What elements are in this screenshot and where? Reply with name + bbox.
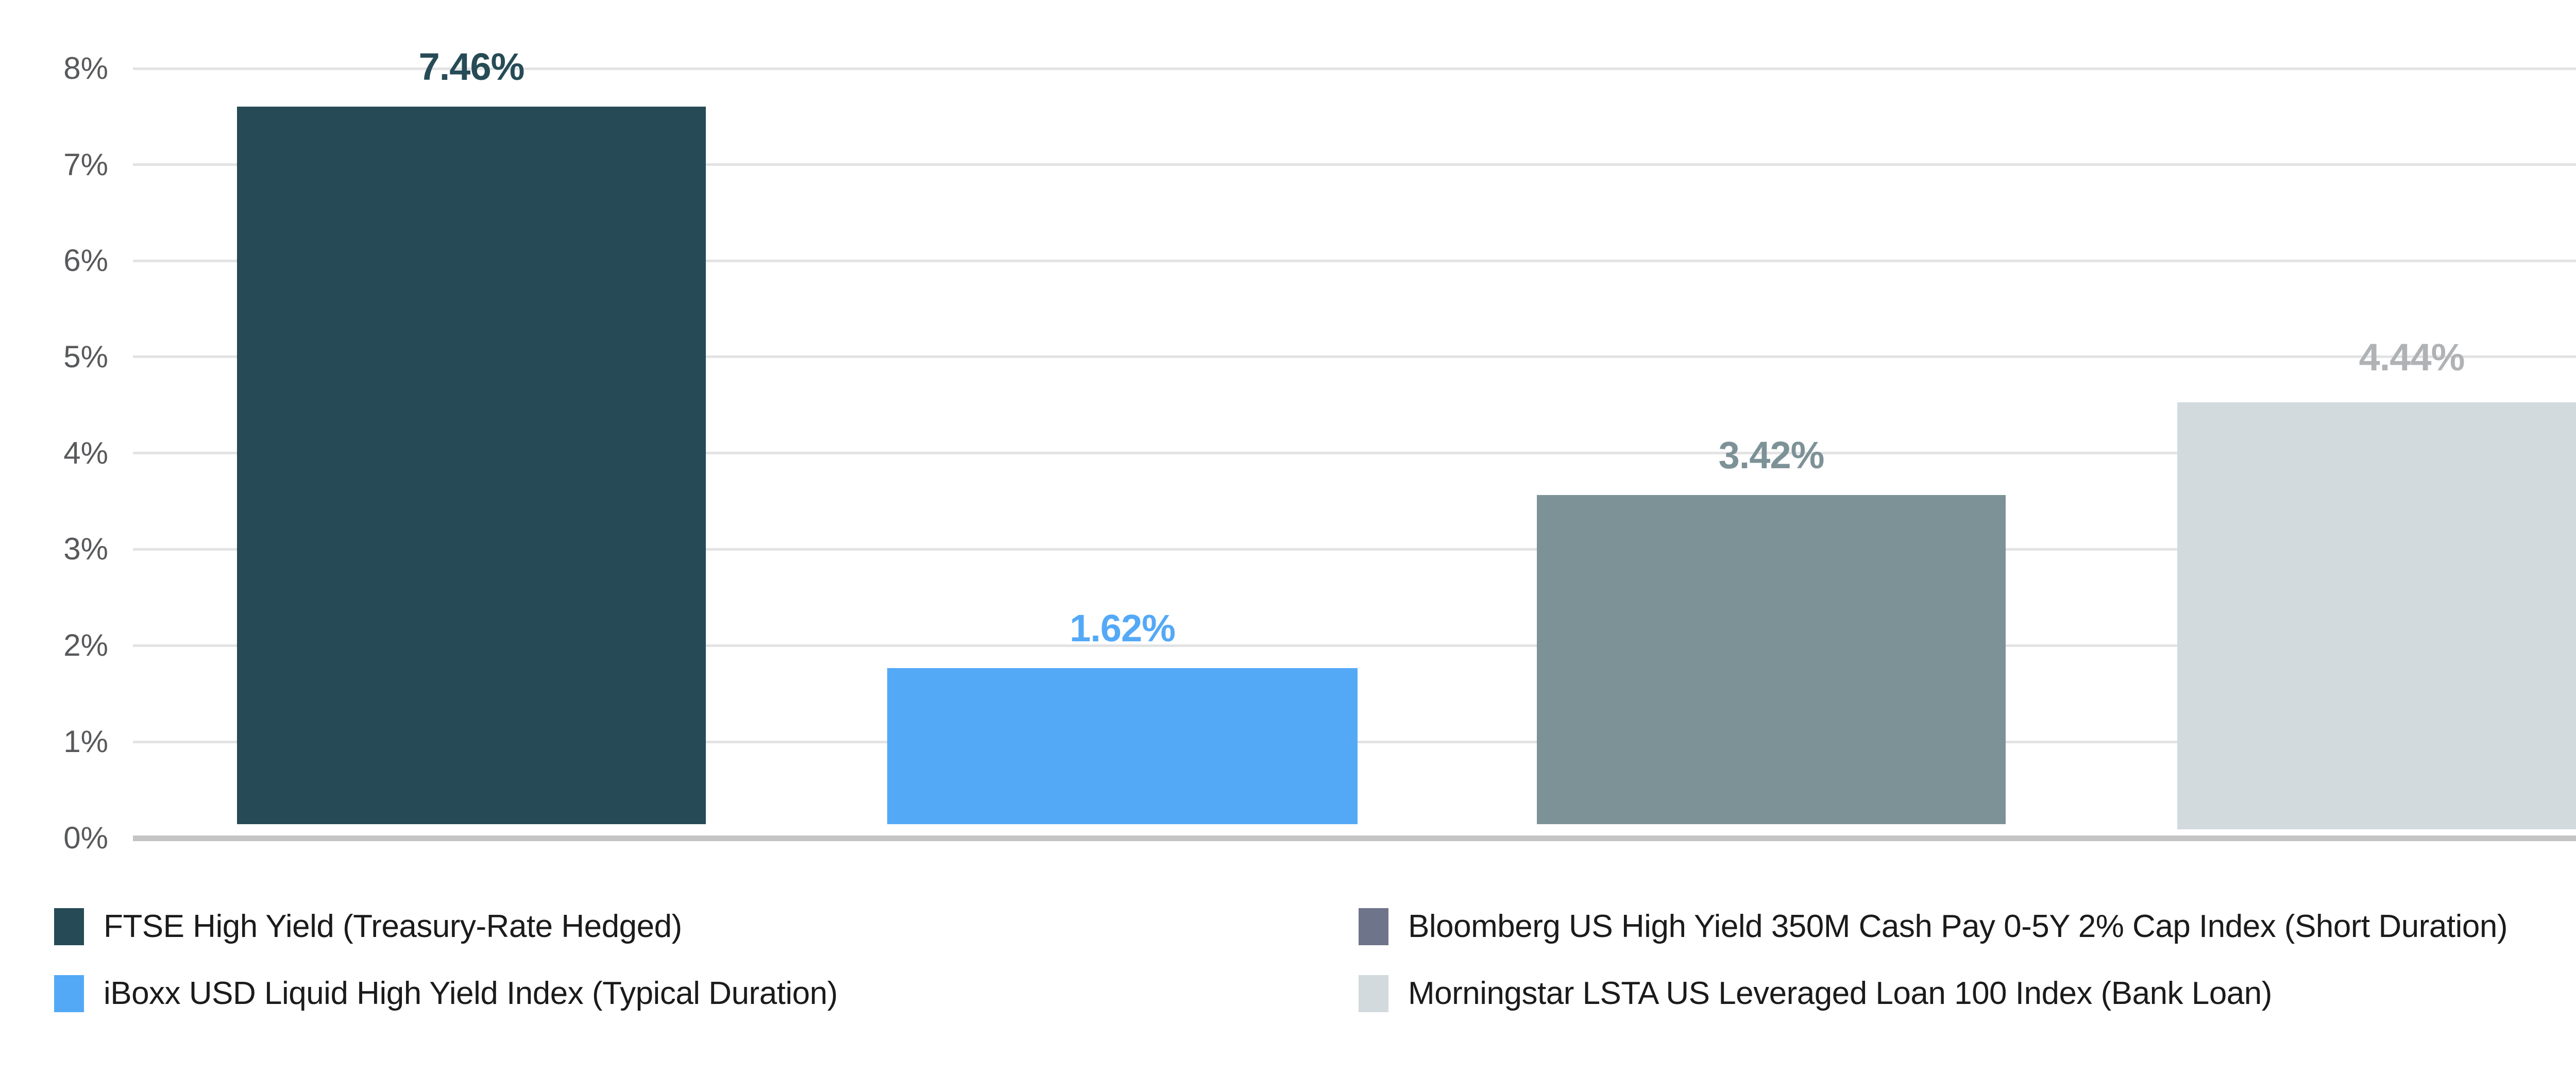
bar-rect-bloomberg-us-high-yield-350m: [1537, 495, 2006, 824]
bar-ftse-high-yield[interactable]: 7.46%: [237, 48, 706, 824]
legend-swatch-icon-bloomberg-us-high-yield-350m: [1359, 908, 1388, 945]
gridline-7: [133, 163, 2576, 166]
legend-swatch-icon-iboxx-usd-liquid-high-yield: [54, 975, 84, 1012]
gridline-3: [133, 548, 2576, 551]
y-tick-label-0: 0%: [63, 821, 108, 855]
bar-value-iboxx-usd-liquid-high-yield: 1.62%: [1070, 607, 1176, 650]
y-tick-label-2: 2%: [63, 628, 108, 662]
gridline-5: [133, 355, 2576, 358]
gridline-2: [133, 644, 2576, 647]
bar-value-morningstar-lsta-leveraged-loan-100: 4.44%: [2359, 336, 2465, 379]
bar-rect-morningstar-lsta-leveraged-loan-100: [2177, 402, 2576, 829]
legend-label-ftse-high-yield: FTSE High Yield (Treasury-Rate Hedged): [104, 909, 682, 944]
bar-rect-iboxx-usd-liquid-high-yield: [887, 668, 1358, 824]
legend-item-iboxx-usd-liquid-high-yield[interactable]: iBoxx USD Liquid High Yield Index (Typic…: [54, 975, 838, 1012]
legend-item-bloomberg-us-high-yield-350m[interactable]: Bloomberg US High Yield 350M Cash Pay 0-…: [1359, 908, 2507, 945]
gridline-4: [133, 452, 2576, 454]
y-tick-label-4: 4%: [63, 436, 108, 470]
bar-morningstar-lsta-leveraged-loan-100[interactable]: 4.44%: [2177, 338, 2576, 829]
bar-value-ftse-high-yield: 7.46%: [418, 45, 525, 88]
y-tick-label-1: 1%: [63, 724, 108, 759]
legend-label-morningstar-lsta-leveraged-loan-100: Morningstar LSTA US Leveraged Loan 100 I…: [1408, 976, 2272, 1011]
legend-label-bloomberg-us-high-yield-350m: Bloomberg US High Yield 350M Cash Pay 0-…: [1408, 909, 2507, 944]
legend-swatch-icon-morningstar-lsta-leveraged-loan-100: [1359, 975, 1388, 1012]
legend-label-iboxx-usd-liquid-high-yield: iBoxx USD Liquid High Yield Index (Typic…: [104, 976, 838, 1011]
bars-layer: 7.46% 1.62% 3.42% 4.44%: [237, 48, 2576, 829]
bar-iboxx-usd-liquid-high-yield[interactable]: 1.62%: [887, 609, 1358, 824]
y-tick-label-3: 3%: [63, 532, 108, 566]
legend-swatch-icon-ftse-high-yield: [54, 908, 84, 945]
legend: FTSE High Yield (Treasury-Rate Hedged) i…: [0, 899, 2576, 1069]
gridline-6: [133, 260, 2576, 262]
y-tick-label-5: 5%: [63, 339, 108, 374]
y-tick-label-8: 8%: [63, 51, 108, 86]
gridline-0-baseline: [133, 836, 2576, 841]
gridline-8: [133, 67, 2576, 70]
bar-rect-ftse-high-yield: [237, 107, 706, 824]
y-tick-label-7: 7%: [63, 147, 108, 182]
bar-value-bloomberg-us-high-yield-350m: 3.42%: [1718, 434, 1825, 476]
bar-bloomberg-us-high-yield-350m[interactable]: 3.42%: [1537, 436, 2006, 824]
legend-item-morningstar-lsta-leveraged-loan-100[interactable]: Morningstar LSTA US Leveraged Loan 100 I…: [1359, 975, 2272, 1012]
plot-area: 8% 7% 6% 5% 4% 3% 2% 1% 0% 7.46% 1.62% 3…: [63, 48, 2576, 855]
y-tick-label-6: 6%: [63, 243, 108, 278]
legend-item-ftse-high-yield[interactable]: FTSE High Yield (Treasury-Rate Hedged): [54, 908, 682, 945]
